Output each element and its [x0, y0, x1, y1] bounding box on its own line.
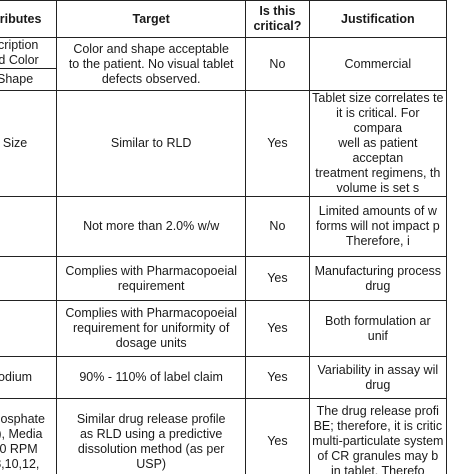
table-row: Size Similar to RLD Yes Tablet size corr…	[0, 90, 448, 197]
target-cell: Similar drug release profile as RLD usin…	[56, 398, 247, 474]
target-cell: Not more than 2.0% w/w	[56, 196, 247, 257]
justification-cell: Manufacturing process drug	[308, 256, 448, 301]
attribute-cell: odium	[0, 356, 58, 399]
attribute-cell	[0, 196, 58, 257]
justification-cell: Limited amounts of w forms will not impa…	[308, 196, 448, 257]
attribute-cell	[0, 300, 58, 357]
header-target: Target	[56, 0, 247, 38]
target-cell: Complies with Pharmacopoeial requirement…	[56, 300, 247, 357]
justification-cell: The drug release profi BE; therefore, it…	[308, 398, 448, 474]
critical-cell: No	[245, 196, 310, 257]
table-row: Not more than 2.0% w/w No Limited amount…	[0, 196, 448, 257]
critical-cell: No	[245, 37, 310, 91]
critical-cell: Yes	[245, 256, 310, 301]
justification-cell: Variability in assay wil drug	[308, 356, 448, 399]
critical-cell: Yes	[245, 300, 310, 357]
table-row: Phosphate le), Media 50 RPM ,8,10,12, Si…	[0, 398, 448, 474]
attribute-cell	[0, 256, 58, 301]
table-row: Complies with Pharmacopoeial requirement…	[0, 256, 448, 301]
quality-attributes-table: ctributes Target Is this critical? Justi…	[0, 0, 448, 474]
justification-cell: Tablet size correlates te it is critical…	[308, 90, 448, 197]
critical-cell: Yes	[245, 398, 310, 474]
justification-cell: Commercial	[308, 37, 448, 91]
table-header-row: ctributes Target Is this critical? Justi…	[0, 0, 448, 38]
header-critical: Is this critical?	[245, 0, 310, 38]
target-cell: Complies with Pharmacopoeial requirement	[56, 256, 247, 301]
table-row: Complies with Pharmacopoeial requirement…	[0, 300, 448, 357]
attribute-cell: Phosphate le), Media 50 RPM ,8,10,12,	[0, 398, 58, 474]
critical-cell: Yes	[245, 356, 310, 399]
critical-cell: Yes	[245, 90, 310, 197]
target-cell: Similar to RLD	[56, 90, 247, 197]
table-row: odium 90% - 110% of label claim Yes Vari…	[0, 356, 448, 399]
target-cell: 90% - 110% of label claim	[56, 356, 247, 399]
target-cell: Color and shape acceptable to the patien…	[56, 37, 247, 91]
table-row: scription nd Color Color and shape accep…	[0, 37, 448, 91]
attribute-cell: Size	[0, 90, 58, 197]
header-justification: Justification	[308, 0, 448, 38]
attribute-cell: scription nd Color	[0, 37, 58, 69]
justification-cell: Both formulation ar unif	[308, 300, 448, 357]
header-attributes: ctributes	[0, 0, 58, 38]
attribute-cell: Shape	[0, 68, 58, 91]
